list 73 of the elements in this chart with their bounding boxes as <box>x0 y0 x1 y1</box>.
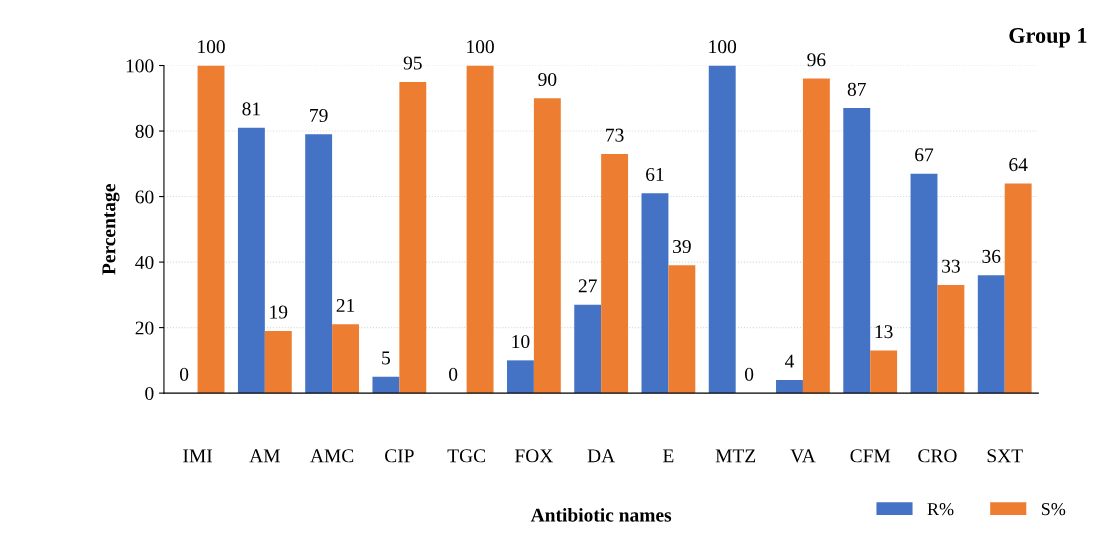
data-label: 19 <box>270 305 288 319</box>
data-label: 4 <box>785 354 795 368</box>
x-tick-label: FOX <box>515 449 553 463</box>
data-label: 90 <box>538 72 557 86</box>
bar <box>399 81 427 394</box>
x-tick-label: AMC <box>310 449 354 463</box>
data-label: 0 <box>449 367 458 381</box>
chart-title: Group 1 <box>1009 28 1087 48</box>
data-label: 13 <box>875 325 893 339</box>
data-label: 79 <box>310 108 328 123</box>
y-tick-label: 40 <box>135 255 154 270</box>
bar <box>506 360 534 394</box>
data-label: 81 <box>242 102 260 116</box>
data-label: 100 <box>467 40 494 54</box>
bar <box>332 324 360 394</box>
x-tick-label: SXT <box>987 449 1023 463</box>
y-tick-label: 20 <box>135 321 154 335</box>
x-tick-label: E <box>663 449 674 463</box>
bar <box>776 380 803 394</box>
bar <box>843 108 871 394</box>
data-label: 87 <box>847 82 866 96</box>
x-tick-label: VA <box>790 449 816 463</box>
data-label: 33 <box>942 259 960 273</box>
data-label: 10 <box>512 334 530 349</box>
x-tick-label: AM <box>249 449 280 463</box>
x-tick-label: CIP <box>385 449 414 463</box>
bar <box>264 330 292 394</box>
x-tick-label: CRO <box>918 449 957 463</box>
y-axis-title: Percentage <box>102 184 120 275</box>
x-tick-label: MTZ <box>715 449 756 463</box>
bar <box>372 376 400 394</box>
bar <box>305 134 333 394</box>
bar <box>197 65 225 394</box>
bar <box>533 98 561 394</box>
x-tick-label: TGC <box>447 449 485 463</box>
legend-label: S% <box>1041 502 1066 516</box>
data-label: 96 <box>807 53 826 67</box>
bar <box>977 275 1005 394</box>
data-label: 21 <box>336 298 355 312</box>
data-label: 39 <box>673 240 691 254</box>
y-tick-label: 100 <box>126 59 154 73</box>
data-label: 73 <box>606 128 624 142</box>
data-label: 67 <box>915 148 934 162</box>
data-label: 64 <box>1009 158 1028 172</box>
bar <box>601 153 629 394</box>
bar <box>237 127 265 394</box>
bar <box>466 65 494 394</box>
bar <box>910 173 938 394</box>
x-tick-label: IMI <box>183 449 213 463</box>
x-tick-label: CFM <box>850 449 891 463</box>
data-label: 27 <box>578 279 597 293</box>
bar <box>574 304 602 394</box>
data-label: 36 <box>982 249 1001 263</box>
y-tick-label: 80 <box>135 124 154 138</box>
bar <box>937 285 965 394</box>
bar <box>641 193 669 394</box>
data-label: 0 <box>745 367 754 381</box>
legend-label: R% <box>927 502 954 516</box>
data-label: 61 <box>646 167 664 181</box>
data-label: 0 <box>180 367 189 381</box>
bar <box>1004 183 1032 394</box>
data-label: 100 <box>198 40 225 54</box>
data-label: 100 <box>709 40 737 54</box>
x-axis-title: Antibiotic names <box>530 507 672 522</box>
bar <box>802 78 830 394</box>
y-tick-label: 0 <box>145 386 154 401</box>
bar <box>708 65 736 394</box>
bar <box>668 265 696 394</box>
data-label: 5 <box>382 351 391 365</box>
x-tick-label: DA <box>587 449 616 463</box>
y-tick-label: 60 <box>135 190 154 204</box>
bar <box>870 350 898 394</box>
data-label: 95 <box>403 56 422 70</box>
